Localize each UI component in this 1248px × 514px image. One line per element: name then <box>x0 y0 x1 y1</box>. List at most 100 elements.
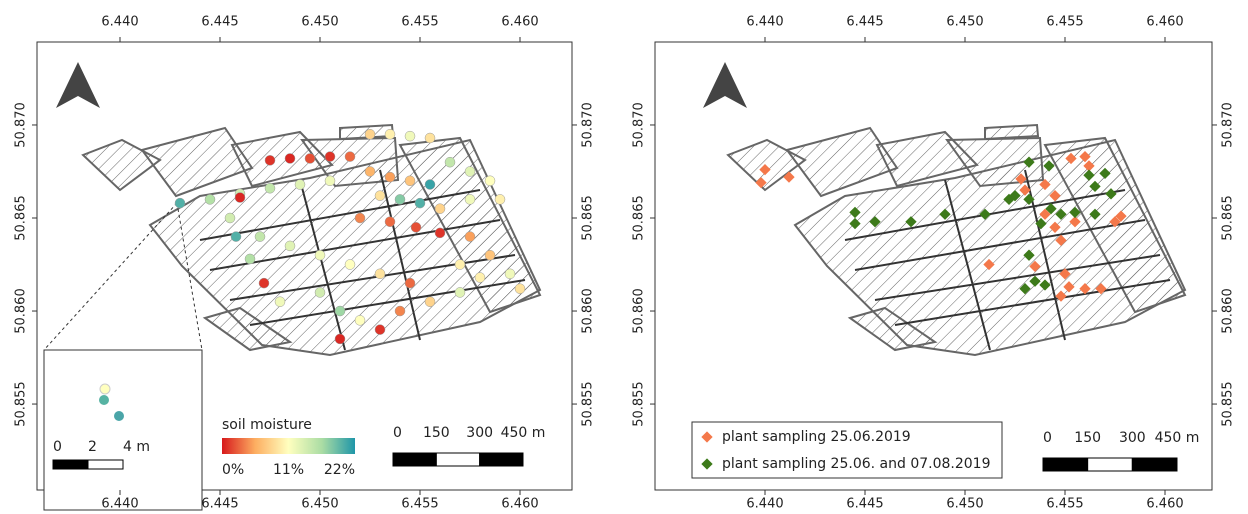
sample-point <box>465 194 475 204</box>
sample-point <box>455 260 465 270</box>
figure: soil moisture 6.440 6.440 6.445 6.445 6.450 6… <box>0 0 1248 514</box>
right-panel <box>655 42 1212 490</box>
y-tick-label: 50.860 <box>1221 288 1236 334</box>
sample-point <box>405 176 415 186</box>
sample-point <box>325 176 335 186</box>
sample-point <box>455 287 465 297</box>
x-tick-label: 6.450 <box>301 497 338 512</box>
x-tick-label: 6.460 <box>501 497 538 512</box>
colorbar-title: soil moisture <box>222 417 312 433</box>
inset-scalebar-segment <box>53 460 88 469</box>
sample-point <box>365 129 375 139</box>
sample-point <box>355 213 365 223</box>
colorbar-label: 22% <box>324 462 355 478</box>
sample-point <box>259 278 269 288</box>
y-tick-label: 50.860 <box>632 288 647 334</box>
sample-point <box>485 176 495 186</box>
sample-point <box>345 152 355 162</box>
sample-point <box>405 278 415 288</box>
scalebar-label: 300 <box>466 425 493 441</box>
x-tick-label: 6.445 <box>201 15 238 30</box>
north-arrow <box>703 62 747 108</box>
sample-point <box>375 269 385 279</box>
sample-point <box>445 157 455 167</box>
scalebar-label: 150 <box>1074 430 1101 446</box>
scalebar-segment <box>1132 458 1177 471</box>
y-tick-label: 50.870 <box>1221 102 1236 148</box>
sample-point <box>495 194 505 204</box>
inset-point <box>114 411 124 421</box>
scalebar-label: 0 <box>1043 430 1052 446</box>
sample-point <box>265 183 275 193</box>
sample-point <box>325 152 335 162</box>
north-arrow <box>56 62 100 108</box>
y-tick-label: 50.870 <box>581 102 596 148</box>
sample-point <box>415 198 425 208</box>
sample-point <box>235 193 245 203</box>
sample-point <box>275 297 285 307</box>
sample-point <box>385 172 395 182</box>
scalebar-label: 450 m <box>1155 430 1200 446</box>
sample-point <box>405 131 415 141</box>
sample-point <box>355 315 365 325</box>
sample-point <box>315 250 325 260</box>
x-tick-label: 6.445 <box>846 497 883 512</box>
colorbar-label: 11% <box>273 462 304 478</box>
y-tick-label: 50.870 <box>14 102 29 148</box>
scalebar-segment <box>436 453 479 466</box>
legend-label: plant sampling 25.06. and 07.08.2019 <box>722 456 990 472</box>
x-tick-label: 6.440 <box>101 497 138 512</box>
sample-point <box>425 297 435 307</box>
x-tick-label: 6.450 <box>301 15 338 30</box>
sample-point <box>285 241 295 251</box>
scalebar-label: 300 <box>1119 430 1146 446</box>
y-tick-label: 50.855 <box>1221 381 1236 427</box>
sample-point <box>425 180 435 190</box>
y-tick-label: 50.870 <box>632 102 647 148</box>
sample-point <box>315 287 325 297</box>
y-tick-label: 50.855 <box>581 381 596 427</box>
sample-point <box>335 306 345 316</box>
sample-point <box>485 250 495 260</box>
legend-label: plant sampling 25.06.2019 <box>722 429 911 445</box>
scalebar-segment <box>480 453 523 466</box>
sample-point <box>411 222 421 232</box>
sample-point <box>385 129 395 139</box>
sample-point <box>365 166 375 176</box>
scalebar-segment <box>1043 458 1088 471</box>
sample-point <box>175 198 185 208</box>
y-tick-label: 50.855 <box>632 381 647 427</box>
sample-point <box>345 260 355 270</box>
sample-point <box>375 325 385 335</box>
y-tick-label: 50.865 <box>632 195 647 241</box>
x-tick-label: 6.455 <box>1046 497 1083 512</box>
x-tick-label: 6.460 <box>1146 497 1183 512</box>
sample-point <box>385 217 395 227</box>
sample-point <box>465 232 475 242</box>
sample-point <box>231 232 241 242</box>
sample-point <box>425 133 435 143</box>
colorbar <box>222 438 355 454</box>
sample-point <box>225 213 235 223</box>
y-tick-label: 50.865 <box>581 195 596 241</box>
x-tick-label: 6.455 <box>401 15 438 30</box>
x-tick-label: 6.440 <box>101 15 138 30</box>
x-tick-label: 6.445 <box>846 15 883 30</box>
inset-point <box>100 384 110 394</box>
sample-point <box>295 180 305 190</box>
x-tick-label: 6.460 <box>1146 15 1183 30</box>
inset-scalebar-segment <box>88 460 123 469</box>
scalebar-segment <box>1088 458 1133 471</box>
y-tick-label: 50.860 <box>581 288 596 334</box>
sample-point <box>505 269 515 279</box>
inset-scalebar-label: 4 m <box>123 439 150 455</box>
sample-point <box>245 254 255 264</box>
x-tick-label: 6.440 <box>746 15 783 30</box>
inset-box <box>44 350 202 510</box>
sample-point <box>475 273 485 283</box>
field-polygons <box>728 125 1185 355</box>
sample-point <box>435 228 445 238</box>
sample-point <box>265 155 275 165</box>
y-tick-label: 50.855 <box>14 381 29 427</box>
colorbar-label: 0% <box>222 462 244 478</box>
